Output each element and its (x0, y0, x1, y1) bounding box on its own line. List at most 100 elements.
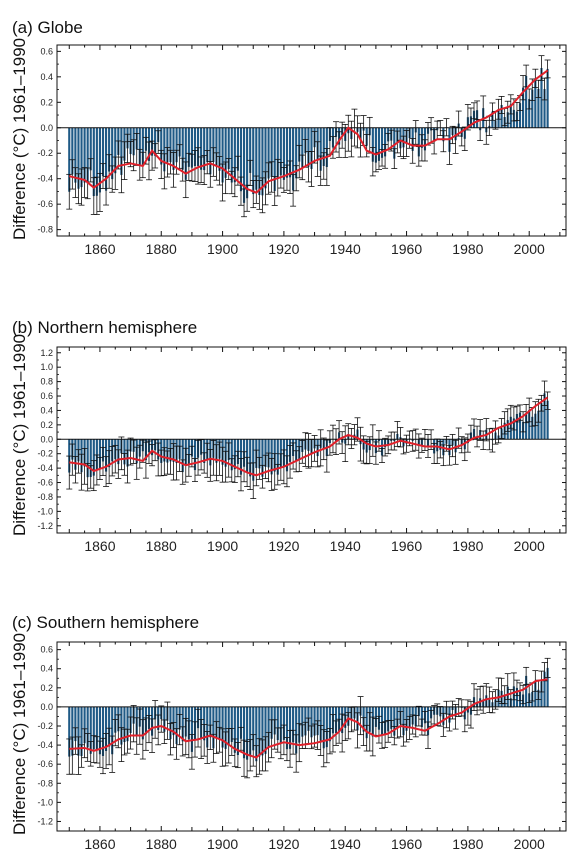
bar-1956 (393, 706, 396, 736)
bar-1959 (402, 706, 405, 736)
bar-1859 (95, 127, 98, 196)
bar-2006 (546, 400, 549, 440)
bar-1929 (310, 127, 313, 169)
bar-1884 (172, 706, 175, 736)
bar-2003 (537, 410, 540, 440)
y-tick-label: 1.0 (40, 362, 53, 372)
bar-2006 (546, 667, 549, 707)
bar-1895 (206, 127, 209, 163)
bar-1890 (190, 127, 193, 168)
bar-1908 (246, 439, 249, 472)
bar-1997 (518, 412, 522, 440)
bar-1862 (104, 439, 108, 472)
bar-2002 (534, 78, 537, 128)
x-tick-label: 1960 (391, 538, 422, 554)
bar-1900 (221, 706, 224, 748)
bar-1998 (522, 87, 525, 128)
bar-1880 (160, 127, 163, 165)
x-tick-label: 1920 (268, 241, 299, 257)
bar-1908 (246, 127, 249, 199)
bar-1960 (405, 706, 408, 731)
bar-2004 (540, 681, 543, 707)
y-tick-label: 1.2 (40, 348, 53, 358)
bar-1926 (301, 706, 304, 737)
y-tick-label: -1.0 (37, 797, 53, 807)
bar-1901 (224, 127, 227, 178)
bar-1911 (255, 127, 258, 190)
y-tick-label: 0.0 (40, 123, 53, 133)
x-tick-label: 1880 (146, 538, 177, 554)
bar-1921 (285, 439, 289, 472)
bar-1965 (420, 706, 423, 728)
bar-1861 (101, 127, 105, 177)
bar-1950 (374, 127, 377, 163)
smoothed-curve (69, 396, 549, 477)
bar-1994 (509, 104, 512, 128)
bar-2005 (543, 393, 546, 440)
y-tick-label: 0.0 (40, 434, 53, 444)
bar-1894 (203, 439, 206, 463)
y-tick-label: -0.8 (37, 778, 53, 788)
smoothed-curve (69, 678, 548, 759)
bar-1922 (288, 127, 292, 178)
bar-1924 (295, 127, 298, 179)
bar-1966 (423, 127, 427, 151)
bar-1887 (181, 439, 184, 473)
bar-1855 (83, 706, 86, 744)
bar-1858 (92, 127, 95, 197)
x-tick-label: 1920 (268, 538, 299, 554)
bar-1904 (233, 127, 236, 183)
y-tick-label: -0.2 (37, 721, 53, 731)
bar-1910 (252, 439, 255, 481)
bar-1897 (212, 706, 215, 749)
bar-1932 (319, 706, 322, 741)
bar-1908 (246, 706, 249, 760)
y-tick-label: -0.4 (37, 463, 53, 473)
bar-1991 (500, 104, 503, 128)
bar-1997 (518, 103, 522, 128)
y-tick-label: 0.2 (40, 97, 53, 107)
bar-1873 (138, 127, 141, 165)
bar-1896 (209, 127, 212, 175)
bar-1967 (426, 706, 430, 736)
bar-1850 (68, 127, 71, 192)
bar-1901 (224, 706, 227, 749)
bar-1884 (172, 127, 175, 170)
y-tick-label: 0.6 (40, 391, 53, 401)
bar-1909 (249, 439, 252, 477)
bar-1915 (267, 127, 270, 179)
x-tick-label: 2000 (514, 836, 545, 852)
bar-1854 (80, 127, 83, 188)
bar-1957 (396, 706, 399, 729)
bar-2004 (540, 403, 543, 440)
bar-1952 (380, 127, 384, 158)
bar-1898 (215, 127, 218, 167)
bar-1999 (525, 75, 528, 128)
bar-1930 (313, 706, 316, 736)
bar-2005 (543, 89, 546, 128)
x-tick-label: 1940 (330, 538, 361, 554)
bar-1857 (89, 127, 92, 171)
bar-1953 (384, 706, 387, 735)
bar-2005 (543, 671, 546, 707)
bar-1861 (101, 706, 105, 756)
bar-1874 (141, 127, 144, 165)
bar-1919 (279, 706, 282, 744)
bar-1852 (74, 706, 77, 742)
bar-1881 (163, 127, 166, 172)
bar-1852 (74, 127, 77, 183)
bar-1914 (264, 706, 267, 754)
bar-1867 (120, 706, 123, 745)
bar-1913 (261, 127, 264, 196)
bar-1887 (181, 706, 184, 742)
bar-1918 (276, 706, 279, 741)
x-tick-label: 1900 (207, 538, 238, 554)
x-tick-label: 1880 (146, 836, 177, 852)
bar-1868 (123, 706, 126, 743)
x-tick-label: 1900 (207, 836, 238, 852)
bar-1947 (365, 706, 368, 739)
bar-1916 (270, 127, 273, 177)
x-tick-label: 1980 (452, 836, 483, 852)
bar-1996 (515, 413, 519, 440)
y-tick-label: -0.4 (37, 740, 53, 750)
